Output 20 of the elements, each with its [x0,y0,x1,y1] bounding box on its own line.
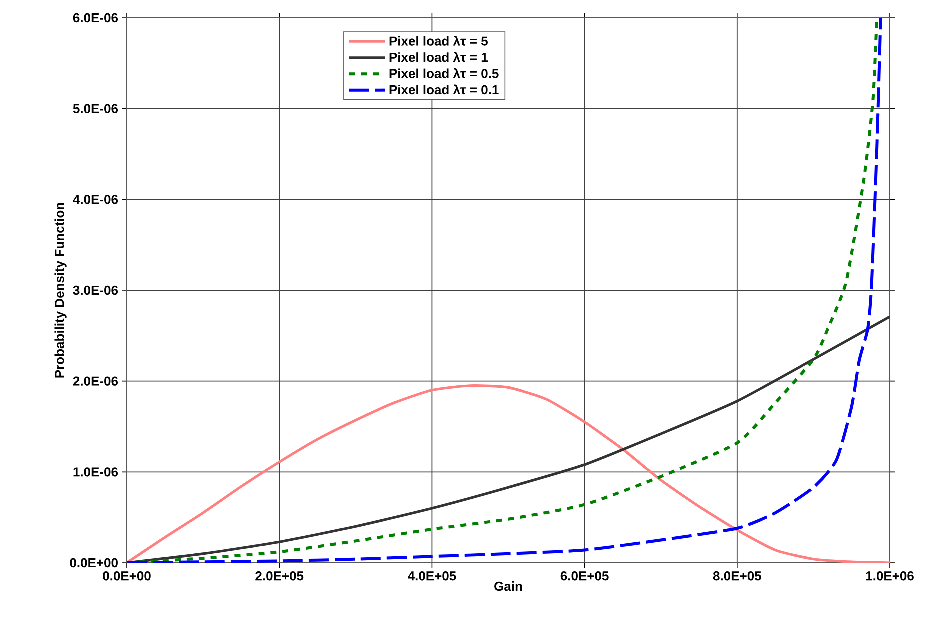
legend-label: Pixel load λτ = 0.1 [390,84,499,95]
x-tick-label: 1.0E+06 [866,572,914,581]
y-tick-label: 1.0E-06 [74,468,118,477]
x-tick-label: 2.0E+05 [256,572,304,581]
y-tick-label: 4.0E-06 [73,195,118,204]
y-tick-label: 2.0E-06 [73,376,118,386]
y-tick-label: 0.0E+00 [70,558,118,568]
x-tick-label: 8.0E+05 [713,572,762,581]
legend-label: Pixel load λτ = 1 [390,52,488,62]
legend-label: Pixel load λτ = 5 [390,36,488,46]
line-series [127,384,890,563]
x-tick-label: 6.0E+05 [560,572,609,581]
y-tick-label: 6.0E-06 [73,13,118,23]
x-tick-label: 4.0E+05 [408,572,456,581]
x-axis-title: Gain [494,582,522,592]
y-axis-title: Probability Density Function [54,203,67,378]
y-tick-label: 5.0E-06 [73,104,118,114]
legend-label: Pixel load λτ = 0.5 [390,68,499,78]
y-tick-label: 3.0E-06 [73,286,118,296]
x-tick-label: 0.0E+00 [103,572,151,581]
